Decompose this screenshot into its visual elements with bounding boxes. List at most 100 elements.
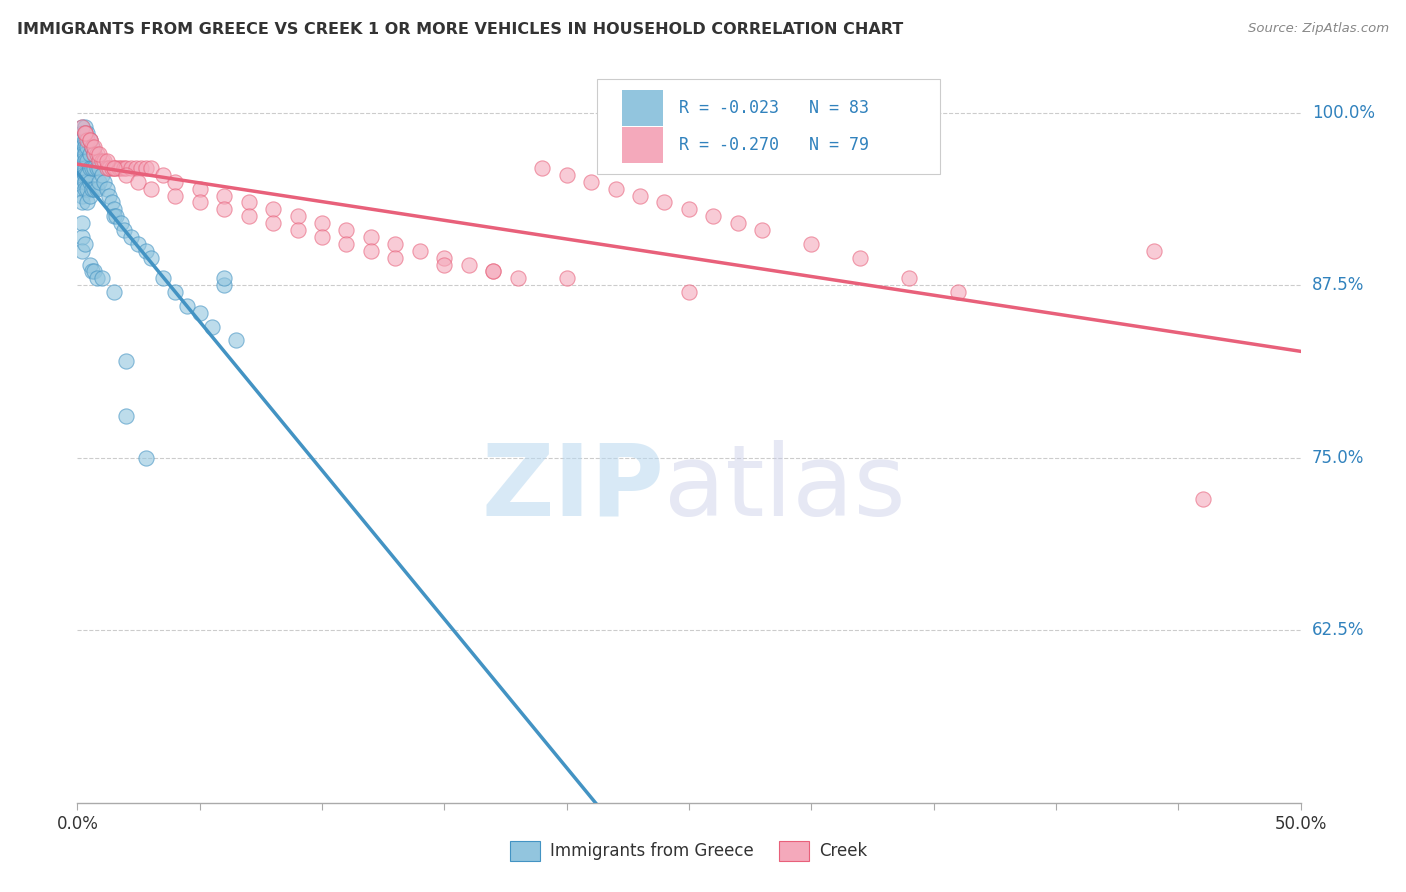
- Point: [120, 161, 142, 175]
- Point: [129, 161, 152, 175]
- Point: [212, 188, 235, 202]
- Point: [139, 161, 162, 175]
- FancyBboxPatch shape: [621, 90, 664, 126]
- Point: [238, 195, 260, 210]
- Point: [165, 188, 187, 202]
- Point: [555, 168, 578, 182]
- FancyBboxPatch shape: [621, 127, 664, 162]
- Point: [70, 244, 93, 258]
- Point: [135, 450, 157, 465]
- Point: [86, 182, 108, 196]
- Point: [120, 230, 142, 244]
- Point: [70, 133, 93, 147]
- Point: [83, 161, 105, 175]
- Point: [70, 147, 93, 161]
- Point: [125, 161, 148, 175]
- Text: ZIP: ZIP: [482, 440, 665, 537]
- Point: [360, 244, 382, 258]
- Point: [287, 209, 309, 223]
- Point: [69, 161, 91, 175]
- Point: [112, 223, 135, 237]
- Point: [103, 285, 125, 300]
- Point: [678, 202, 700, 217]
- Point: [384, 251, 406, 265]
- Point: [127, 236, 149, 251]
- Point: [79, 147, 101, 161]
- Point: [335, 236, 357, 251]
- Point: [100, 161, 122, 175]
- Point: [70, 230, 93, 244]
- Point: [90, 154, 112, 169]
- Point: [108, 161, 131, 175]
- Point: [103, 209, 125, 223]
- Point: [152, 271, 174, 285]
- Point: [139, 182, 162, 196]
- Point: [86, 147, 108, 161]
- Point: [531, 161, 554, 175]
- Point: [69, 147, 91, 161]
- Text: 62.5%: 62.5%: [1312, 622, 1364, 640]
- Point: [70, 154, 93, 169]
- Point: [90, 271, 112, 285]
- Point: [76, 182, 98, 196]
- Point: [384, 236, 406, 251]
- Point: [103, 202, 125, 217]
- Point: [73, 161, 96, 175]
- Point: [287, 223, 309, 237]
- Point: [360, 230, 382, 244]
- Text: Source: ZipAtlas.com: Source: ZipAtlas.com: [1249, 22, 1389, 36]
- Point: [115, 168, 138, 182]
- Point: [628, 188, 651, 202]
- Point: [70, 175, 93, 189]
- Point: [86, 161, 108, 175]
- Point: [98, 161, 121, 175]
- Point: [70, 188, 93, 202]
- Point: [93, 175, 115, 189]
- Point: [100, 195, 122, 210]
- Point: [96, 182, 118, 196]
- Point: [79, 133, 101, 147]
- Point: [96, 161, 118, 175]
- Point: [433, 251, 456, 265]
- Point: [80, 264, 103, 278]
- Point: [76, 168, 98, 182]
- Point: [727, 216, 749, 230]
- Point: [69, 140, 91, 154]
- Point: [79, 188, 101, 202]
- Point: [212, 271, 235, 285]
- Point: [335, 223, 357, 237]
- Text: R = -0.270   N = 79: R = -0.270 N = 79: [679, 136, 869, 153]
- Point: [457, 258, 479, 272]
- Point: [482, 264, 505, 278]
- Point: [946, 285, 969, 300]
- Point: [751, 223, 773, 237]
- Point: [176, 299, 198, 313]
- Point: [76, 154, 98, 169]
- Point: [105, 161, 128, 175]
- Point: [73, 236, 96, 251]
- Point: [89, 161, 111, 175]
- Point: [83, 182, 105, 196]
- Point: [103, 161, 125, 175]
- Point: [188, 306, 211, 320]
- Text: 87.5%: 87.5%: [1312, 277, 1364, 294]
- Point: [79, 133, 101, 147]
- Point: [139, 251, 162, 265]
- Point: [83, 264, 105, 278]
- FancyBboxPatch shape: [598, 78, 939, 174]
- Point: [73, 133, 96, 147]
- Point: [80, 140, 103, 154]
- Point: [73, 182, 96, 196]
- Point: [80, 161, 103, 175]
- Point: [79, 175, 101, 189]
- Point: [70, 168, 93, 182]
- Point: [110, 216, 132, 230]
- Point: [76, 140, 98, 154]
- Point: [79, 258, 101, 272]
- Point: [73, 140, 96, 154]
- Legend: Immigrants from Greece, Creek: Immigrants from Greece, Creek: [503, 834, 875, 868]
- Point: [849, 251, 872, 265]
- Point: [110, 161, 132, 175]
- Point: [152, 168, 174, 182]
- Point: [70, 120, 93, 134]
